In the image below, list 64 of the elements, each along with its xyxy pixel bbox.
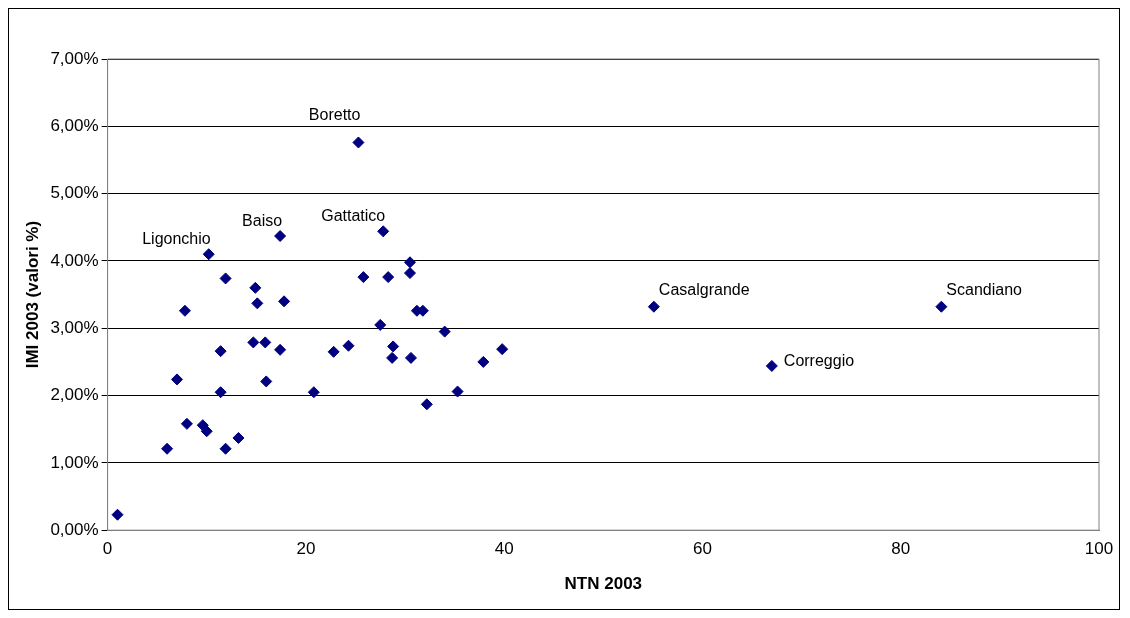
annotation: Boretto [308,106,361,124]
point [180,417,193,430]
point [765,359,778,372]
y-tick-label: 6,00% [50,116,99,135]
point [403,267,416,280]
point [274,343,287,356]
point [357,271,370,284]
point [178,304,191,317]
point [496,343,509,356]
point [382,271,395,284]
y-tick-label: 7,00% [50,48,99,68]
point [249,281,262,294]
y-tick-label: 5,00% [50,183,99,203]
point [387,340,400,353]
point [214,345,227,358]
point [219,272,232,285]
point [935,300,948,313]
y-tick-label: 1,00% [50,452,99,472]
annotation: Baiso [242,212,283,230]
annotation: Correggio [783,352,855,370]
x-tick-label: 0 [102,539,113,559]
y-tick-label: 3,00% [50,317,99,337]
x-tick-label: 100 [1084,539,1114,559]
annotation: Casalgrande [658,280,750,298]
point [200,425,213,438]
point [274,230,287,243]
point [342,339,355,352]
annotation: Scandiano [946,280,1023,298]
annotation: Gattatico [321,207,386,225]
y-axis-title: IMI 2003 (valori %) [22,220,42,369]
point [111,508,124,521]
point [327,345,340,358]
point [352,136,365,149]
point [259,336,272,349]
point [251,297,264,310]
point [307,386,320,399]
point [647,300,660,313]
point [404,351,417,364]
y-tick-label: 0,00% [50,519,99,539]
point [232,431,245,444]
point [247,336,260,349]
point [202,248,215,261]
point [161,442,174,455]
annotation: Ligonchio [142,230,211,248]
point [438,325,451,338]
point [171,373,183,386]
point [377,225,390,238]
point [386,351,399,364]
point [477,355,490,368]
point [374,318,387,331]
point [214,386,227,399]
point [260,375,273,388]
x-tick-label: 20 [296,539,316,559]
point [420,398,433,411]
point [403,256,416,269]
x-tick-label: 60 [692,539,712,559]
point [278,295,291,308]
y-tick-label: 4,00% [50,250,99,270]
point [451,385,464,398]
x-tick-label: 40 [494,539,514,559]
x-axis-title: NTN 2003 [564,574,643,594]
point [219,442,232,455]
y-tick-label: 2,00% [50,385,99,405]
x-tick-label: 80 [891,539,911,559]
